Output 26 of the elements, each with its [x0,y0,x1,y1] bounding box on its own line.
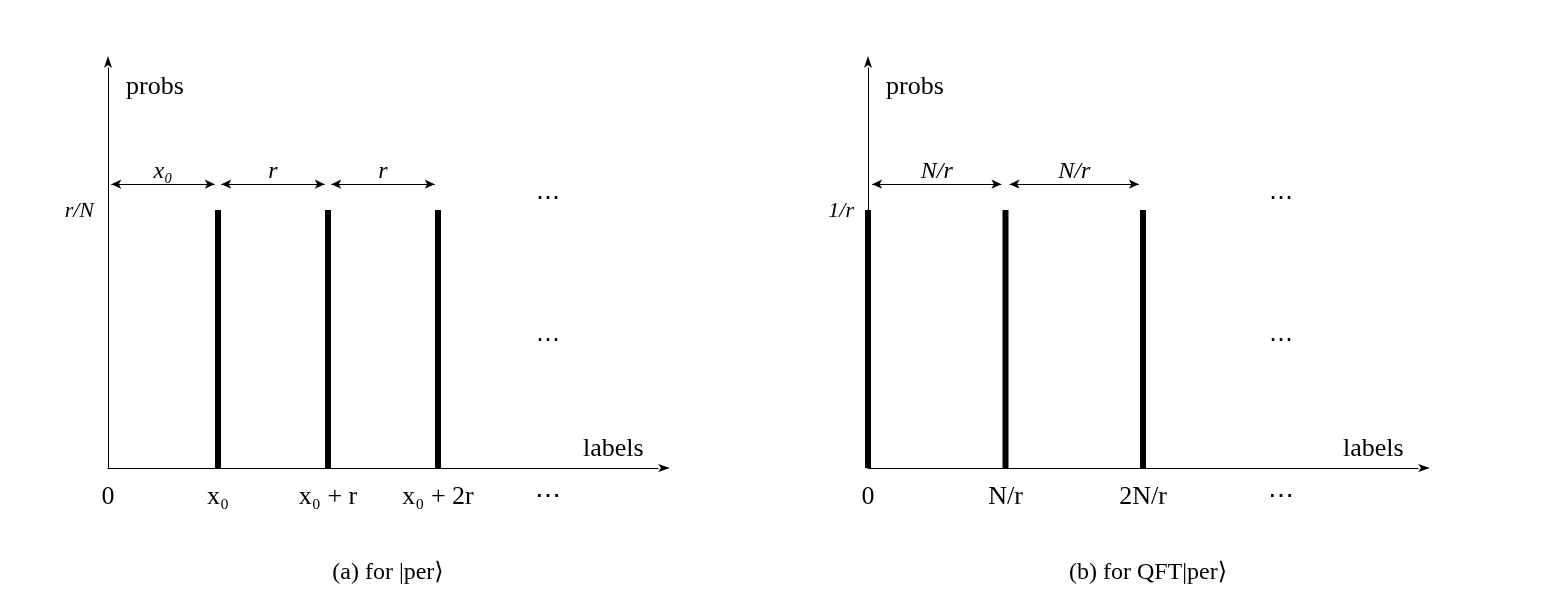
x-tick-label: ⋯ [1267,480,1294,510]
annotation: ⋯ [1268,184,1293,211]
x-tick-label: 0 [861,480,875,510]
text: N/r [919,157,954,184]
x-tick-label: x₀ + 2r [402,480,475,510]
x-tick-label: ⋯ [535,480,561,510]
text: (a) for |per⟩ [332,558,444,584]
annotation: ⋯ [536,184,560,211]
text: r [378,157,389,184]
x-tick-label: N/r [988,480,1024,510]
annotation: ⋯ [1268,325,1293,352]
x-tick-label: 0 [101,480,115,510]
text: x₀ [152,157,173,184]
x-tick-label: x₀ [206,480,230,510]
x-axis-title: labels [1343,432,1404,462]
text: (b) for QFT|per⟩ [1068,558,1228,584]
x-tick-label: 2N/r [1119,480,1168,510]
y-axis-title: probs [886,70,944,100]
annotation: ⋯ [536,325,560,352]
text: N/r [1057,157,1091,184]
x-axis-title: labels [583,432,644,462]
y-axis-title: probs [126,70,184,100]
x-tick-label: x₀ + r [298,480,358,510]
text: r [268,157,279,184]
text: r/N [64,197,96,223]
text: 1/r [828,197,855,223]
